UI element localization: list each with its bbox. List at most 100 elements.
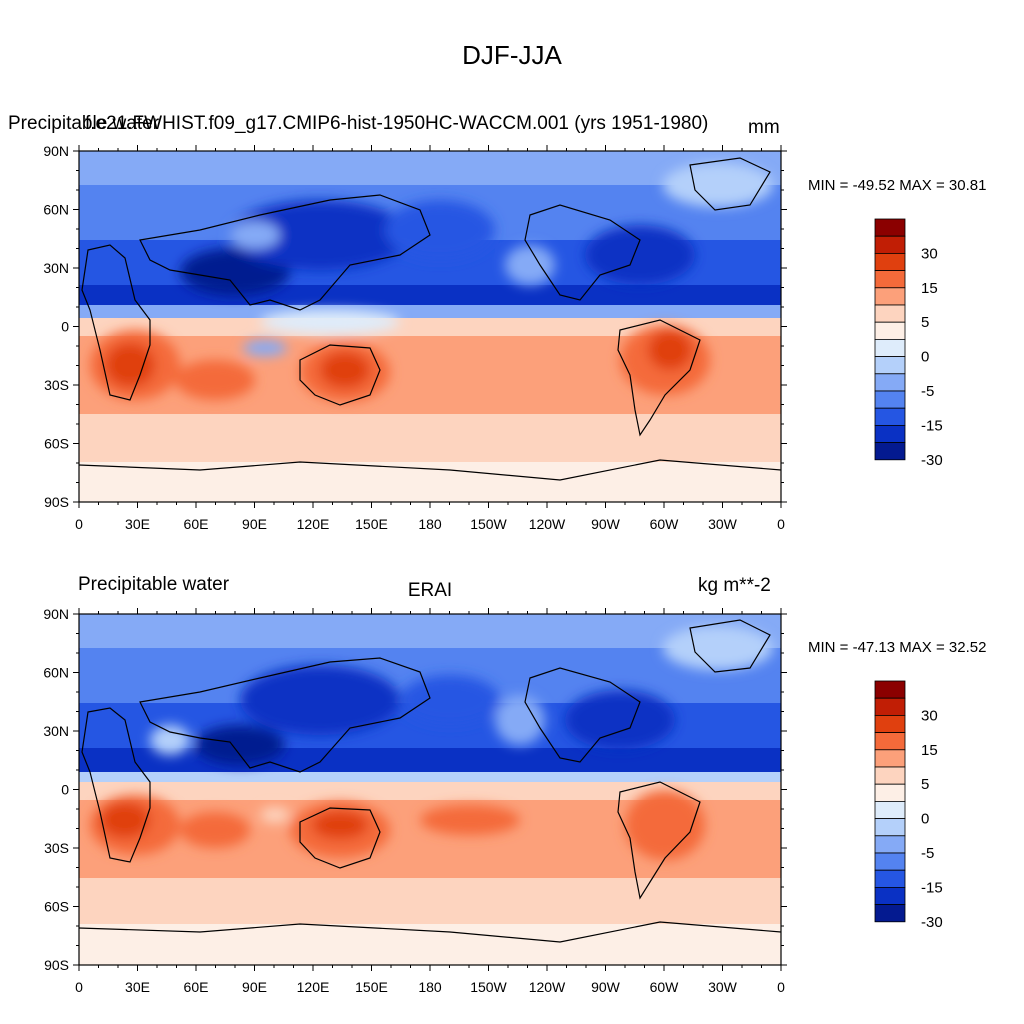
- colorbar-swatch: [874, 321, 906, 340]
- lon-tick-label: 180: [418, 516, 442, 532]
- lon-tick-label: 90E: [242, 979, 267, 995]
- colorbar-label: 5: [921, 314, 929, 331]
- colorbar-swatch: [874, 218, 906, 237]
- colorbar-swatch: [874, 887, 906, 906]
- panel-2-left-label: Precipitable water: [78, 574, 230, 595]
- lon-tick-label: 30E: [125, 979, 150, 995]
- colorbar-label: -30: [921, 452, 943, 469]
- panel-2-axes: 90N 60N 30N 0 30S 60S 90S 0 30E 60E 90E 120E 150E 180…: [43, 606, 787, 995]
- panel-1-left-label: Precipitable water: [8, 113, 160, 134]
- lon-tick-label: 30E: [125, 516, 150, 532]
- lon-tick-label: 60E: [184, 979, 209, 995]
- lon-tick-label: 90E: [242, 516, 267, 532]
- panel-2-field: [79, 614, 781, 965]
- lon-tick-label: 30W: [708, 979, 738, 995]
- colorbar-swatch: [874, 424, 906, 443]
- colorbar-swatch: [874, 407, 906, 426]
- colorbar-swatch: [874, 252, 906, 271]
- lat-tick-label: 60N: [43, 665, 69, 681]
- colorbar-label: 15: [921, 280, 938, 297]
- lon-tick-label: 180: [418, 979, 442, 995]
- colorbar-swatch: [874, 904, 906, 923]
- colorbar-swatch: [874, 338, 906, 357]
- lat-tick-label: 0: [61, 782, 69, 798]
- panel-2-center-label: ERAI: [407, 580, 453, 601]
- colorbar-swatch: [874, 356, 906, 375]
- colorbar-swatch: [874, 390, 906, 409]
- panel-2-colorbar: 30 15 5 0 -5 -15 -30: [874, 680, 943, 931]
- lon-tick-label: 90W: [591, 979, 621, 995]
- panel-1-center-label: f.e21.FWHIST.f09_g17.CMIP6-hist-1950HC-W…: [85, 113, 709, 134]
- lon-tick-label: 120W: [529, 979, 566, 995]
- panel-2-units-label: kg m**-2: [698, 575, 771, 596]
- lat-tick-label: 90N: [43, 606, 69, 622]
- colorbar-label: 30: [921, 707, 938, 724]
- colorbar-swatch: [874, 852, 906, 871]
- colorbar-swatch: [874, 680, 906, 699]
- lon-tick-label: 0: [777, 516, 785, 532]
- lon-tick-label: 90W: [591, 516, 621, 532]
- colorbar-label: -15: [921, 879, 943, 896]
- lat-tick-label: 60N: [43, 202, 69, 218]
- colorbar-swatch: [874, 732, 906, 751]
- panel-2-coastlines: [79, 619, 781, 943]
- colorbar-swatch: [874, 801, 906, 820]
- colorbar-swatch: [874, 818, 906, 837]
- lat-tick-label: 90N: [43, 143, 69, 159]
- panel-2-stats: MIN = -47.13 MAX = 32.52: [808, 639, 987, 656]
- colorbar-swatch: [874, 270, 906, 289]
- lat-tick-label: 60S: [44, 436, 69, 452]
- colorbar-swatch: [874, 304, 906, 323]
- colorbar-label: -5: [921, 845, 934, 862]
- lat-tick-label: 30N: [43, 260, 69, 276]
- colorbar-label: -30: [921, 914, 943, 931]
- panel-1-axes: 90N 60N 30N 0 30S 60S 90S 0 30E 60E 90E 120E 150E 180…: [43, 143, 787, 532]
- lon-tick-label: 150E: [355, 979, 388, 995]
- colorbar-label: -15: [921, 417, 943, 434]
- panel-1-stats: MIN = -49.52 MAX = 30.81: [808, 177, 987, 194]
- lon-tick-label: 0: [75, 979, 83, 995]
- panel-1-colorbar: 30 15 5 0 -5 -15 -30: [874, 218, 943, 469]
- colorbar-swatch: [874, 749, 906, 768]
- colorbar-swatch: [874, 766, 906, 785]
- colorbar-swatch: [874, 715, 906, 734]
- colorbar-label: -5: [921, 383, 934, 400]
- lat-tick-label: 30S: [44, 840, 69, 856]
- colorbar-swatch: [874, 783, 906, 802]
- colorbar-swatch: [874, 287, 906, 306]
- lon-tick-label: 60E: [184, 516, 209, 532]
- lon-tick-label: 60W: [650, 979, 680, 995]
- lon-tick-label: 150E: [355, 516, 388, 532]
- lon-tick-label: 0: [75, 516, 83, 532]
- lat-tick-label: 60S: [44, 899, 69, 915]
- colorbar-swatch: [874, 697, 906, 716]
- lon-tick-label: 120E: [297, 516, 330, 532]
- lat-tick-label: 30S: [44, 377, 69, 393]
- lon-tick-label: 0: [777, 979, 785, 995]
- lon-tick-label: 150W: [470, 516, 507, 532]
- lon-tick-label: 30W: [708, 516, 738, 532]
- colorbar-swatch: [874, 835, 906, 854]
- colorbar-swatch: [874, 869, 906, 888]
- lat-tick-label: 90S: [44, 494, 69, 510]
- colorbar-swatch: [874, 373, 906, 392]
- lon-tick-label: 120W: [529, 516, 566, 532]
- colorbar-label: 15: [921, 742, 938, 759]
- lon-tick-label: 60W: [650, 516, 680, 532]
- panel-1-coastlines: [79, 157, 781, 481]
- panel-1-units-label: mm: [748, 117, 780, 138]
- colorbar-label: 0: [921, 811, 929, 828]
- lat-tick-label: 0: [61, 319, 69, 335]
- figure-title: DJF-JJA: [462, 40, 562, 70]
- colorbar-label: 5: [921, 776, 929, 793]
- colorbar-label: 30: [921, 245, 938, 262]
- colorbar-label: 0: [921, 349, 929, 366]
- lon-tick-label: 150W: [470, 979, 507, 995]
- colorbar-swatch: [874, 442, 906, 461]
- lat-tick-label: 90S: [44, 957, 69, 973]
- lat-tick-label: 30N: [43, 723, 69, 739]
- lon-tick-label: 120E: [297, 979, 330, 995]
- panel-1-field: [79, 151, 781, 502]
